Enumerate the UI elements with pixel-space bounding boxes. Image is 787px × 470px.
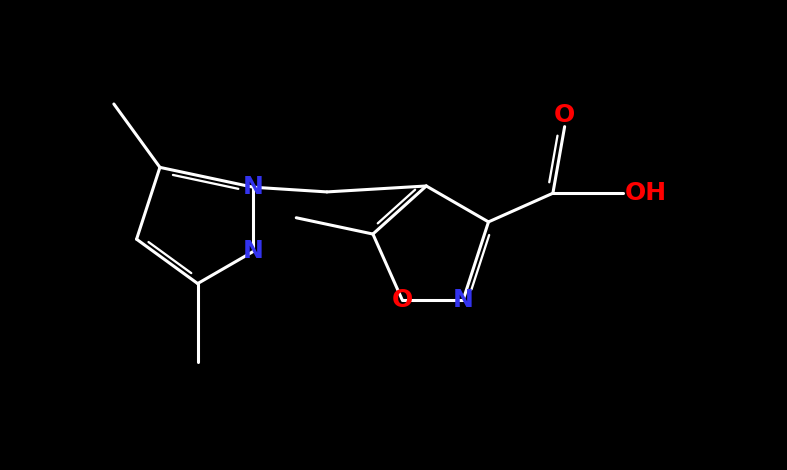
Text: N: N <box>453 288 474 312</box>
Text: O: O <box>391 288 412 312</box>
Text: OH: OH <box>624 181 667 205</box>
Text: N: N <box>243 239 264 264</box>
Text: N: N <box>243 175 264 199</box>
Text: O: O <box>554 103 575 127</box>
